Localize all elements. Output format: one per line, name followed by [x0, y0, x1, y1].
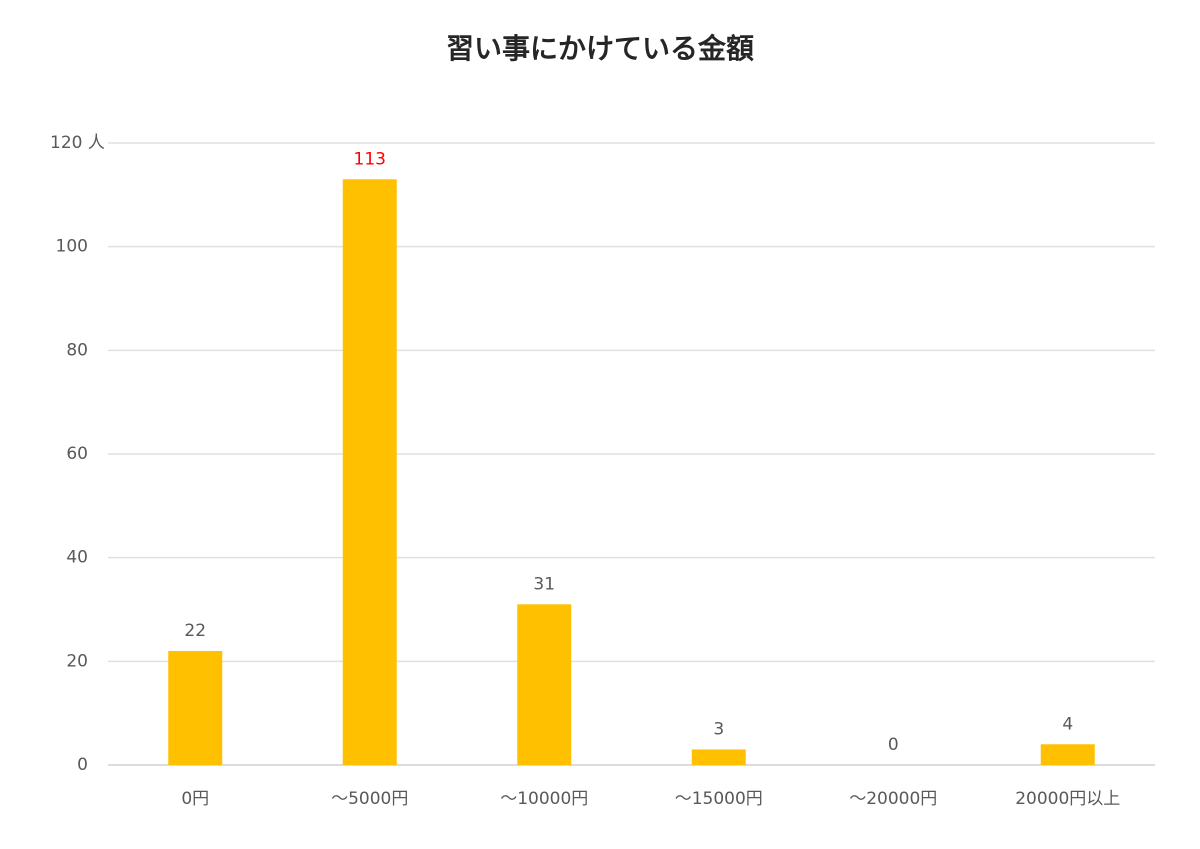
y-tick-label: 60	[66, 444, 88, 464]
y-tick-label: 100	[56, 237, 88, 257]
data-label: 22	[184, 621, 206, 641]
bar	[342, 179, 397, 766]
y-tick-label: 0	[77, 755, 88, 775]
data-label: 113	[354, 149, 386, 169]
x-tick-label: ～20000円	[849, 789, 937, 809]
data-label: 31	[533, 574, 555, 594]
bar	[691, 749, 746, 765]
y-tick-label: 20	[66, 651, 88, 671]
data-label: 3	[713, 719, 724, 739]
x-tick-label: ～10000円	[500, 789, 588, 809]
y-tick-label: 80	[66, 340, 88, 360]
y-tick-label: 120 人	[50, 133, 105, 153]
x-tick-label: ～15000円	[675, 789, 763, 809]
x-tick-label: 20000円以上	[1015, 789, 1120, 809]
x-tick-label: 0円	[181, 789, 209, 809]
chart-title: 習い事にかけている金額	[446, 32, 754, 65]
data-label: 4	[1062, 714, 1073, 734]
data-label: 0	[888, 735, 899, 755]
y-tick-label: 40	[66, 548, 88, 568]
bar	[168, 650, 223, 765]
x-tick-label: ～5000円	[331, 789, 408, 809]
bar	[517, 604, 572, 765]
bar	[1040, 744, 1095, 765]
